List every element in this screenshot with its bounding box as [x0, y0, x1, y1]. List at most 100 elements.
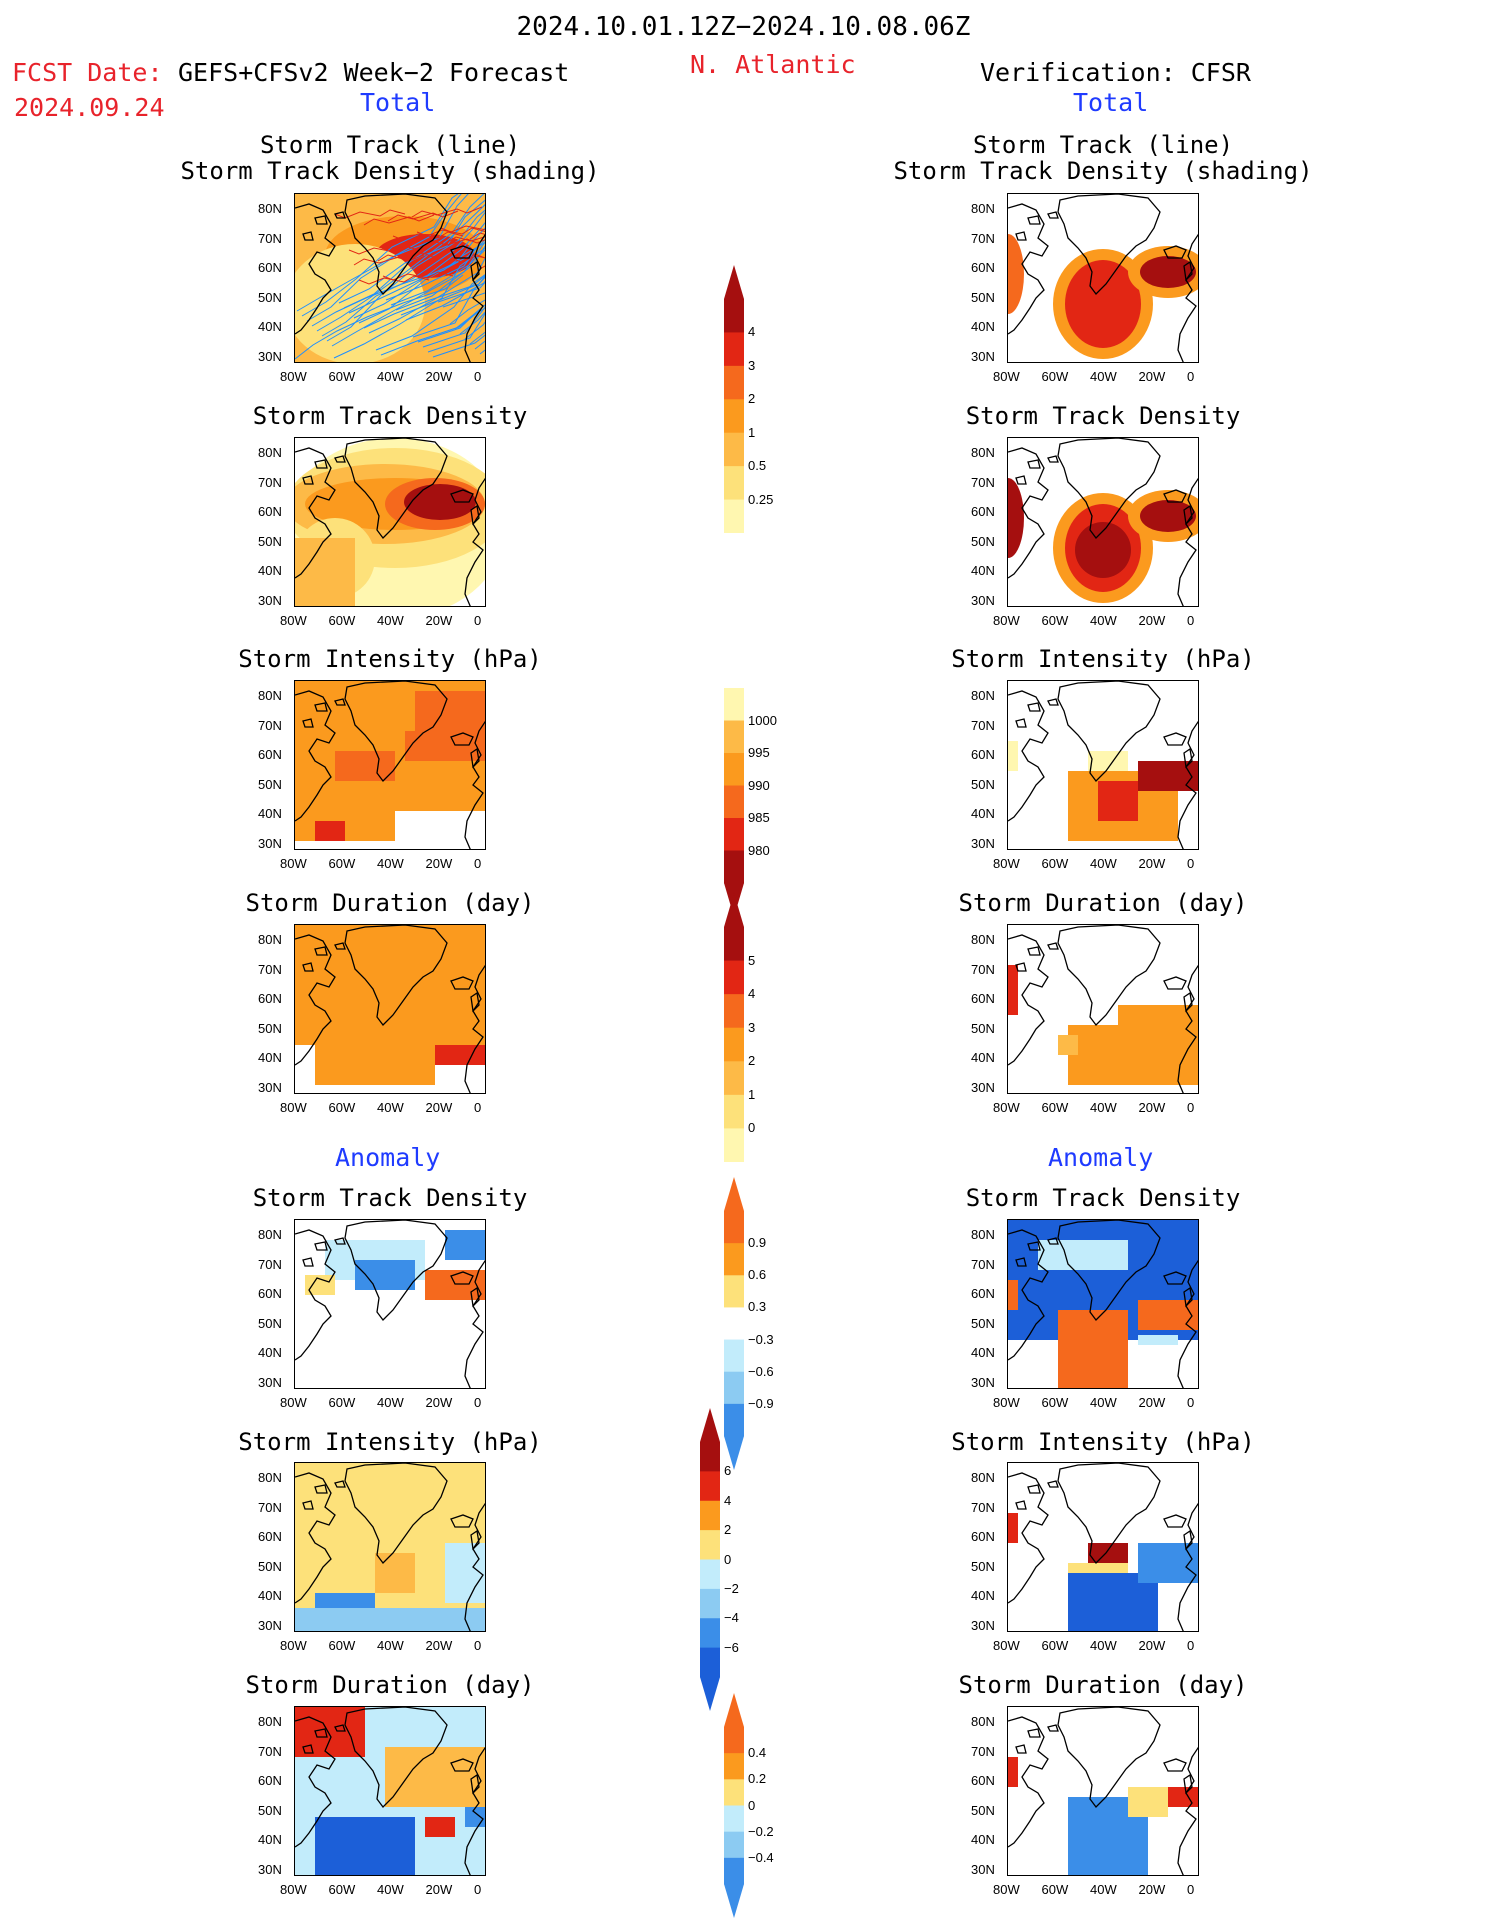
map-shading-L3: [295, 925, 485, 1093]
colorbar-label: −0.9: [748, 1395, 774, 1411]
lon-tick: 40W: [1090, 369, 1117, 384]
lat-tick: 50N: [258, 1315, 282, 1331]
map-panel-L4: [294, 1219, 486, 1389]
lon-tick: 0: [1187, 1395, 1195, 1410]
lat-tick: 60N: [258, 747, 282, 762]
lat-tick: 60N: [258, 260, 282, 275]
map-shading-R1: [1008, 438, 1198, 606]
colorbar-intensity-total: [724, 688, 744, 917]
left-anomaly-label: Anomaly: [335, 1143, 441, 1172]
lat-tick: 40N: [971, 319, 995, 334]
lon-tick: 60W: [1041, 369, 1069, 384]
lat-tick: 60N: [971, 1529, 995, 1544]
colorbar-label: −2: [724, 1580, 739, 1596]
colorbar-label: 0.4: [748, 1745, 767, 1761]
colorbar-duration-anom: [724, 1693, 744, 1918]
lon-tick: 0: [474, 369, 482, 384]
lon-tick: 80W: [993, 369, 1020, 384]
lat-tick: 50N: [971, 1802, 995, 1818]
lon-tick: 80W: [280, 1882, 307, 1897]
colorbar-label: 985: [748, 810, 770, 825]
lat-tick: 50N: [971, 1558, 995, 1574]
lat-tick: 60N: [971, 991, 995, 1006]
map-panel-R0: [1007, 193, 1199, 363]
lon-tick: 20W: [1138, 1638, 1166, 1653]
lat-tick: 30N: [258, 348, 282, 364]
colorbar-label: 0.5: [748, 458, 767, 474]
lat-tick: 60N: [258, 1529, 282, 1544]
lon-tick: 20W: [425, 369, 453, 384]
lat-tick: 80N: [258, 1227, 282, 1242]
lon-tick: 40W: [1090, 1638, 1117, 1653]
lat-tick: 40N: [258, 563, 282, 578]
map-shading-R4: [1008, 1220, 1198, 1388]
lat-tick: 50N: [971, 1020, 995, 1036]
lat-tick: 70N: [258, 474, 282, 490]
colorbar-label: 5: [748, 952, 756, 968]
lon-tick: 20W: [1138, 613, 1166, 628]
fcst-date-label: FCST Date:: [12, 58, 163, 87]
lon-tick: 0: [474, 1638, 482, 1653]
lat-tick: 30N: [971, 348, 995, 364]
colorbar-label: 0.9: [748, 1235, 767, 1251]
title-left-track-line: Storm Track (line): [259, 131, 521, 159]
lon-tick: 80W: [993, 1638, 1020, 1653]
colorbar-label: 0: [748, 1797, 756, 1813]
colorbar-label: −0.4: [748, 1849, 774, 1865]
lat-tick: 80N: [971, 1714, 995, 1729]
lat-tick: 70N: [258, 1743, 282, 1759]
colorbar-label: 995: [748, 745, 770, 760]
map-panel-R4: [1007, 1219, 1199, 1389]
title-right-duration: Storm Duration (day): [958, 889, 1248, 917]
lat-tick: 30N: [258, 835, 282, 851]
lat-tick: 80N: [971, 201, 995, 216]
lat-tick: 50N: [971, 289, 995, 305]
colorbar-intensity-anom: [700, 1408, 720, 1711]
title-left-anom-intensity: Storm Intensity (hPa): [238, 1428, 542, 1456]
lat-tick: 70N: [971, 1256, 995, 1272]
lat-tick: 40N: [971, 1832, 995, 1847]
lon-tick: 20W: [425, 1395, 453, 1410]
lon-tick: 40W: [377, 369, 404, 384]
lon-tick: 0: [474, 613, 482, 628]
map-panel-R1: [1007, 437, 1199, 607]
title-right-anom-density: Storm Track Density: [965, 1184, 1241, 1212]
lon-tick: 40W: [377, 613, 404, 628]
map-panel-R3: [1007, 924, 1199, 1094]
lon-tick: 20W: [1138, 856, 1166, 871]
lat-tick: 50N: [971, 533, 995, 549]
lat-tick: 30N: [258, 1079, 282, 1095]
colorbar-label: 1: [748, 424, 756, 440]
lat-tick: 40N: [258, 1345, 282, 1360]
colorbar-label: 0.2: [748, 1771, 767, 1787]
lon-tick: 60W: [328, 613, 356, 628]
lat-tick: 70N: [258, 230, 282, 246]
lon-tick: 60W: [1041, 613, 1069, 628]
lon-tick: 40W: [1090, 1100, 1117, 1115]
lon-tick: 60W: [1041, 1395, 1069, 1410]
lon-tick: 80W: [280, 856, 307, 871]
map-panel-L3: [294, 924, 486, 1094]
lon-tick: 80W: [993, 1100, 1020, 1115]
lon-tick: 20W: [1138, 1882, 1166, 1897]
lat-tick: 60N: [971, 260, 995, 275]
map-shading-L4: [295, 1220, 485, 1388]
lat-tick: 80N: [258, 688, 282, 703]
lon-tick: 20W: [1138, 1100, 1166, 1115]
lat-tick: 70N: [971, 1499, 995, 1515]
lon-tick: 80W: [993, 1882, 1020, 1897]
colorbar-label: 3: [748, 1019, 756, 1035]
lat-tick: 40N: [258, 1588, 282, 1603]
colorbar-label: 0: [724, 1551, 732, 1567]
lon-tick: 20W: [425, 856, 453, 871]
colorbar-label: −6: [724, 1639, 739, 1655]
lat-tick: 40N: [258, 319, 282, 334]
lon-tick: 0: [1187, 613, 1195, 628]
title-left-track-shading: Storm Track Density (shading): [180, 157, 600, 185]
title-left-density: Storm Track Density: [252, 402, 528, 430]
lat-tick: 60N: [258, 1773, 282, 1788]
lat-tick: 30N: [258, 592, 282, 608]
lon-tick: 60W: [1041, 856, 1069, 871]
lat-tick: 70N: [971, 961, 995, 977]
title-right-track-line: Storm Track (line): [972, 131, 1234, 159]
